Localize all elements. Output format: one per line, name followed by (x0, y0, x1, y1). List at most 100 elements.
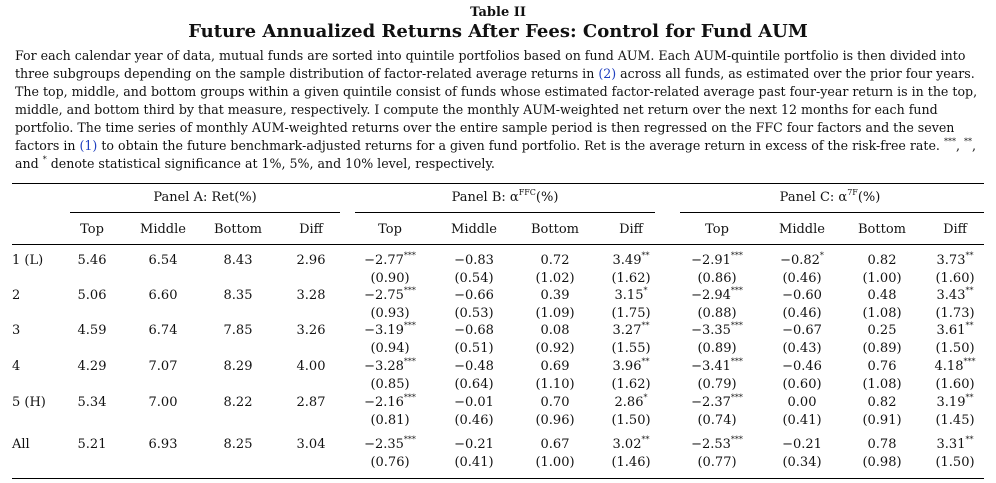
table-cell-value: −2.91*** (691, 251, 743, 269)
table-cell-value: 3.26 (296, 323, 326, 338)
table-cell-std-error: (0.93) (370, 306, 410, 321)
table-cell-value: 0.82 (867, 395, 897, 410)
table-cell-value: −0.68 (454, 323, 494, 338)
table-cell-value: −3.28*** (364, 357, 416, 375)
table-cell-value: −2.53*** (691, 435, 743, 453)
panel-c-rule (680, 212, 984, 213)
table-cell-value: 4.00 (296, 359, 326, 374)
table-cell-std-error: (1.50) (935, 455, 975, 470)
table-cell-value: 2.96 (296, 253, 326, 268)
table-cell-std-error: (0.85) (370, 377, 410, 392)
significance-stars: ** (965, 393, 974, 402)
table-cell-std-error: (0.90) (370, 271, 410, 286)
table-cell-value: −2.16*** (364, 393, 416, 411)
table-cell-std-error: (0.60) (782, 377, 822, 392)
column-header-7: Bottom (531, 222, 579, 237)
table-cell-value: 5.34 (77, 395, 107, 410)
row-label: 1 (L) (12, 253, 44, 268)
table-cell-value: 6.60 (148, 288, 178, 303)
table-cell-std-error: (0.41) (782, 413, 822, 428)
column-header-11: Bottom (858, 222, 906, 237)
table-cell-std-error: (0.94) (370, 341, 410, 356)
table-cell-std-error: (1.50) (611, 413, 651, 428)
table-cell-value: −2.94*** (691, 286, 743, 304)
table-cell-std-error: (0.46) (782, 271, 822, 286)
table-cell-value: 0.82 (867, 253, 897, 268)
column-header-6: Middle (451, 222, 497, 237)
table-cell-std-error: (0.41) (454, 455, 494, 470)
panel-a-header: Panel A: Ret(%) (153, 190, 257, 205)
panel-b-header: Panel B: αFFC(%) (451, 188, 559, 206)
table-caption: For each calendar year of data, mutual f… (15, 47, 985, 173)
caption-text-3: to obtain the future benchmark-adjusted … (97, 138, 944, 153)
table-cell-value: −2.37*** (691, 393, 743, 411)
table-cell-std-error: (0.98) (862, 455, 902, 470)
table-cell-value: 8.35 (223, 288, 253, 303)
table-cell-std-error: (0.74) (697, 413, 737, 428)
table-cell-std-error: (0.91) (862, 413, 902, 428)
table-top-rule (12, 183, 984, 184)
caption-text-5: , and (15, 138, 976, 171)
equation-ref-1[interactable]: (1) (79, 138, 98, 153)
table-cell-std-error: (1.02) (535, 271, 575, 286)
equation-ref-2[interactable]: (2) (598, 66, 617, 81)
table-cell-std-error: (0.92) (535, 341, 575, 356)
table-cell-value: 5.21 (77, 437, 107, 452)
table-cell-value: −2.75*** (364, 286, 416, 304)
table-cell-std-error: (0.46) (454, 413, 494, 428)
table-bottom-rule (12, 478, 984, 479)
table-cell-value: 0.72 (540, 253, 570, 268)
table-cell-std-error: (1.60) (935, 377, 975, 392)
significance-stars: *** (403, 393, 416, 402)
significance-stars: * (643, 286, 648, 295)
significance-stars: ** (965, 286, 974, 295)
significance-stars: *** (403, 321, 416, 330)
significance-stars: ** (641, 435, 650, 444)
table-cell-std-error: (1.00) (862, 271, 902, 286)
table-cell-value: 7.85 (223, 323, 253, 338)
significance-stars: *** (730, 357, 743, 366)
table-cell-value: 3.43** (936, 286, 974, 304)
table-cell-value: 3.73** (936, 251, 974, 269)
table-cell-std-error: (1.09) (535, 306, 575, 321)
significance-stars: *** (730, 393, 743, 402)
table-cell-std-error: (1.73) (935, 306, 975, 321)
table-cell-std-error: (0.51) (454, 341, 494, 356)
table-cell-std-error: (0.88) (697, 306, 737, 321)
table-cell-value: 3.96** (612, 357, 650, 375)
table-cell-std-error: (1.55) (611, 341, 651, 356)
table-cell-value: −0.82* (780, 251, 824, 269)
column-header-9: Top (705, 222, 729, 237)
row-label: 5 (H) (12, 395, 46, 410)
table-cell-value: −3.19*** (364, 321, 416, 339)
table-cell-value: 2.87 (296, 395, 326, 410)
column-header-8: Diff (619, 222, 643, 237)
table-cell-value: −2.35*** (364, 435, 416, 453)
significance-stars: ** (641, 321, 650, 330)
table-cell-value: 8.43 (223, 253, 253, 268)
table-cell-std-error: (0.96) (535, 413, 575, 428)
table-cell-std-error: (1.50) (935, 341, 975, 356)
caption-text-1: For each calendar year of data, mutual f… (15, 48, 966, 81)
table-cell-value: −2.77*** (364, 251, 416, 269)
table-cell-value: 0.08 (540, 323, 570, 338)
table-cell-value: 3.15* (614, 286, 648, 304)
table-cell-std-error: (0.34) (782, 455, 822, 470)
panel-c-header: Panel C: α7F(%) (779, 188, 881, 206)
significance-stars: ** (641, 251, 650, 260)
table-cell-std-error: (0.89) (697, 341, 737, 356)
table-cell-std-error: (1.08) (862, 377, 902, 392)
table-cell-std-error: (1.62) (611, 377, 651, 392)
table-cell-value: 0.00 (787, 395, 817, 410)
table-cell-std-error: (1.45) (935, 413, 975, 428)
significance-stars: *** (403, 435, 416, 444)
table-cell-std-error: (1.62) (611, 271, 651, 286)
column-header-4: Diff (299, 222, 323, 237)
significance-stars: ** (965, 321, 974, 330)
table-cell-std-error: (0.77) (697, 455, 737, 470)
table-cell-value: 6.74 (148, 323, 178, 338)
significance-stars: *** (403, 286, 416, 295)
column-header-3: Bottom (214, 222, 262, 237)
row-label: 4 (12, 359, 21, 374)
table-cell-value: 0.67 (540, 437, 570, 452)
